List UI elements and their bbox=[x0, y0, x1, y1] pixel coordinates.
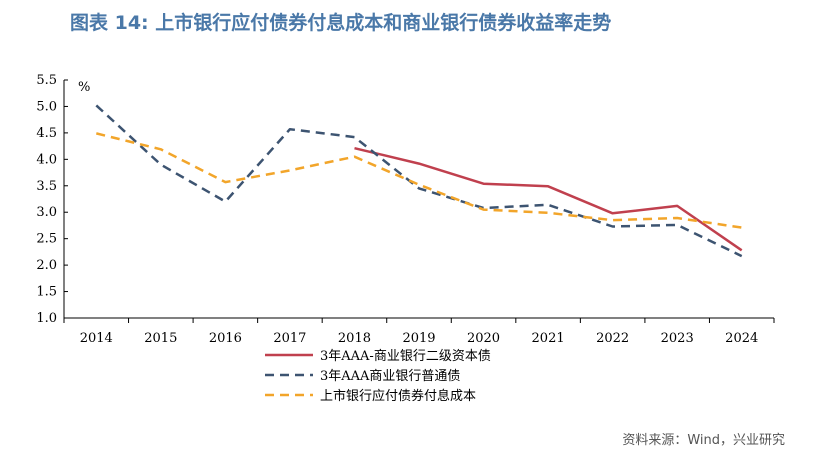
y-tick-label: 2.0 bbox=[36, 258, 57, 273]
x-tick-label: 2015 bbox=[144, 331, 177, 346]
x-tick-label: 2023 bbox=[661, 331, 694, 346]
y-tick-label: 4.0 bbox=[36, 152, 57, 167]
y-tick-label: 3.0 bbox=[36, 205, 57, 220]
chart-title: 图表 14: 上市银行应付债券付息成本和商业银行债券收益率走势 bbox=[70, 12, 612, 34]
y-tick-label: 4.5 bbox=[36, 126, 57, 141]
legend-label: 3年AAA-商业银行二级资本债 bbox=[320, 349, 491, 364]
series-line-1 bbox=[354, 146, 743, 252]
y-tick-label: 5.0 bbox=[36, 99, 57, 114]
ticks: 5.5 5.0 4.5 4.0 3.5 3.0 2.5 2.0 1.5 1.0 2014 2015 20… bbox=[36, 73, 775, 346]
series-line-2 bbox=[95, 104, 743, 258]
x-tick-label: 2019 bbox=[402, 331, 435, 346]
x-tick-label: 2021 bbox=[532, 331, 565, 346]
y-tick-label: 3.5 bbox=[36, 179, 57, 194]
x-tick-label: 2016 bbox=[209, 331, 242, 346]
source-note: 资料来源：Wind，兴业研究 bbox=[622, 433, 785, 448]
x-tick-label: 2014 bbox=[80, 331, 113, 346]
y-tick-label: 1.0 bbox=[36, 311, 57, 326]
y-tick-label: 1.5 bbox=[36, 285, 57, 300]
legend-label: 上市银行应付债券付息成本 bbox=[320, 388, 476, 404]
y-tick-label: 2.5 bbox=[36, 232, 57, 247]
legend-label: 3年AAA商业银行普通债 bbox=[320, 369, 460, 384]
axes: % bbox=[63, 80, 774, 319]
x-tick-label: 2017 bbox=[273, 331, 306, 346]
x-tick-label: 2020 bbox=[467, 331, 500, 346]
y-tick-label: 5.5 bbox=[36, 73, 57, 88]
series-lines bbox=[95, 104, 743, 258]
x-tick-label: 2018 bbox=[338, 331, 371, 346]
x-tick-label: 2024 bbox=[725, 331, 758, 346]
series-line-3 bbox=[96, 132, 742, 229]
x-tick-label: 2022 bbox=[596, 331, 629, 346]
y-unit-label: % bbox=[78, 80, 90, 95]
